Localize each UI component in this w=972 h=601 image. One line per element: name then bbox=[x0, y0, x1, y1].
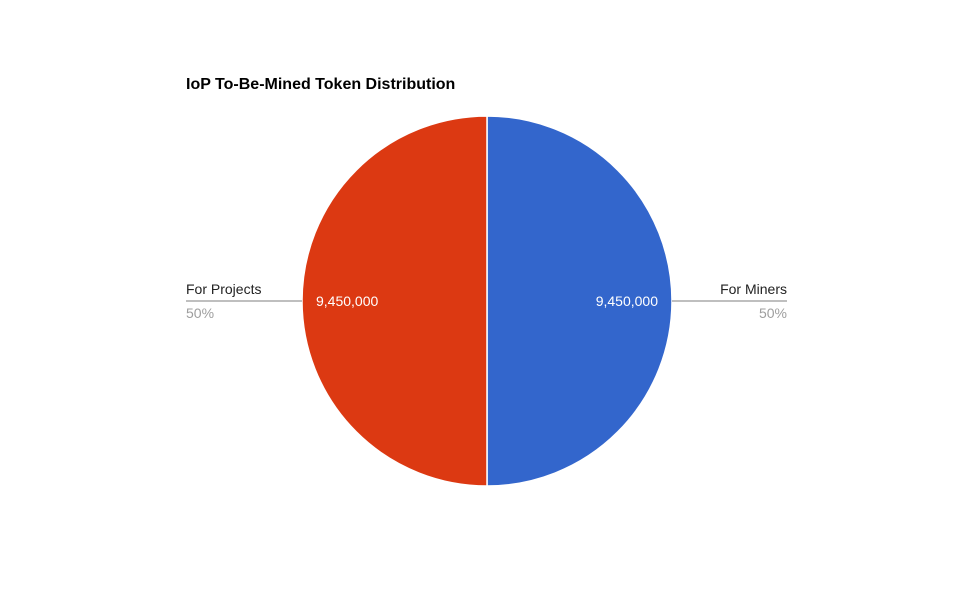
pie-slices bbox=[301, 115, 673, 487]
slice-value-label-0: 9,450,000 bbox=[596, 293, 658, 309]
legend-name-1: For Projects bbox=[186, 281, 261, 297]
legend-name-0: For Miners bbox=[720, 281, 787, 297]
legend: For Miners 50% For Projects 50% bbox=[186, 281, 787, 321]
slice-labels: 9,450,000 9,450,000 bbox=[316, 293, 658, 309]
legend-percent-0: 50% bbox=[759, 305, 787, 321]
legend-percent-1: 50% bbox=[186, 305, 214, 321]
slice-value-label-1: 9,450,000 bbox=[316, 293, 378, 309]
chart-title: IoP To-Be-Mined Token Distribution bbox=[186, 76, 455, 93]
